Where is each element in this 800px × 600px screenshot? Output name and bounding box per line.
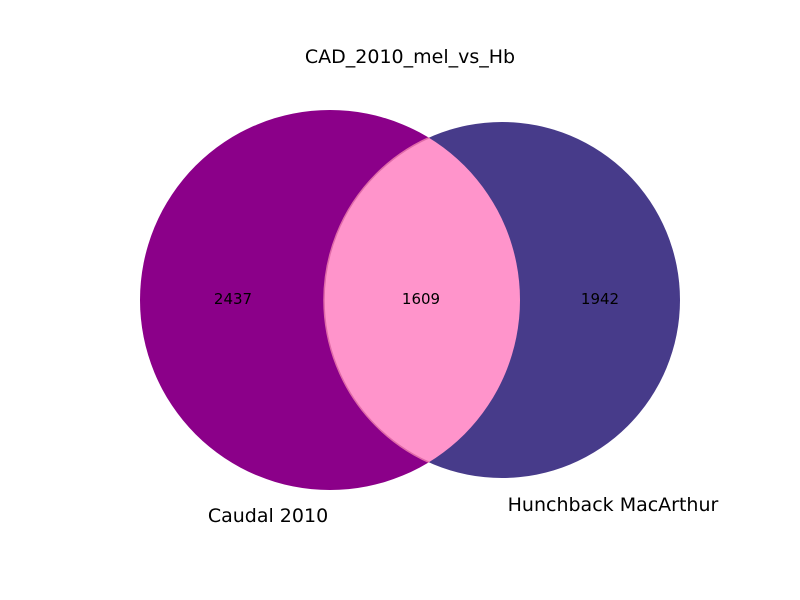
diagram-title: CAD_2010_mel_vs_Hb — [305, 46, 515, 68]
count-intersection: 1609 — [402, 290, 440, 308]
set-label-caudal: Caudal 2010 — [208, 505, 328, 527]
count-caudal-only: 2437 — [214, 290, 252, 308]
count-hunchback-only: 1942 — [581, 290, 619, 308]
set-label-hunchback: Hunchback MacArthur — [508, 494, 719, 516]
